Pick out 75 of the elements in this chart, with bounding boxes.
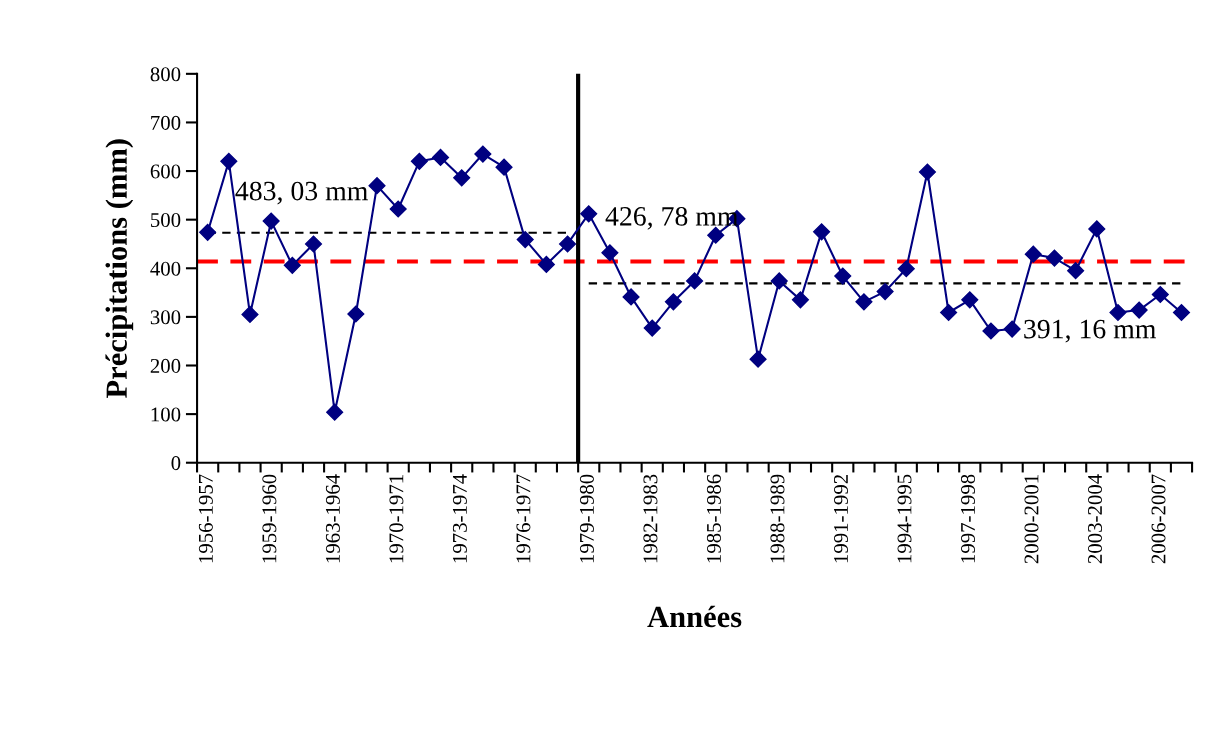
point [1109, 303, 1127, 322]
y-tick-label: 100 [151, 407, 181, 422]
point [1067, 262, 1085, 280]
y-tick-label: 500 [151, 213, 181, 228]
y-tick-label: 200 [150, 358, 181, 373]
x-tick-label: 1997-1998 [960, 474, 975, 563]
point [897, 260, 915, 278]
x-axis-title: Années [647, 605, 742, 628]
point [389, 200, 407, 218]
x-tick-label: 1991-1992 [833, 474, 848, 563]
y-tick-label: 700 [151, 115, 181, 130]
point [982, 322, 1000, 340]
y-tick-label: 800 [150, 67, 181, 82]
y-tick-label: 0 [171, 456, 181, 471]
point [220, 152, 238, 170]
x-tick-label: 1970-1971 [389, 475, 404, 563]
y-axis-title: Précipitations (mm) [105, 139, 134, 398]
x-tick-label: 1979-1980 [579, 474, 594, 563]
x-tick-label: 2003-2004 [1087, 474, 1103, 564]
point [347, 305, 365, 323]
x-tick-label: 1959-1960 [262, 474, 277, 563]
x-tick-label: 2000-2001 [1024, 475, 1039, 564]
x-tick-label: 1976-1977 [516, 474, 531, 563]
point [537, 255, 555, 273]
x-tick-label: 1956-1957 [198, 474, 213, 563]
point [770, 272, 788, 290]
point [516, 231, 534, 249]
point [749, 350, 767, 368]
point [558, 235, 577, 253]
x-tick-label: 1988-1989 [770, 474, 785, 563]
point [1172, 303, 1191, 322]
point [368, 177, 386, 195]
point [199, 223, 217, 241]
point [855, 293, 873, 311]
point [961, 291, 979, 309]
annotation: 391, 16 mm [1024, 319, 1156, 343]
point [410, 152, 428, 170]
point [1151, 285, 1169, 304]
point [791, 291, 809, 309]
point [304, 235, 323, 253]
point [622, 288, 640, 306]
x-tick-label: 1985-1986 [706, 474, 721, 563]
point [601, 244, 619, 262]
point [1130, 301, 1148, 319]
point [580, 205, 598, 223]
x-tick-label: 1973-1974 [452, 474, 467, 563]
y-tick-label: 600 [150, 164, 181, 179]
point [813, 223, 831, 241]
point [431, 148, 450, 166]
point [940, 303, 958, 322]
point [643, 319, 661, 337]
point [262, 212, 280, 230]
x-tick-label: 2006-2007 [1151, 474, 1166, 564]
x-tick-label: 1982-1983 [643, 474, 658, 563]
x-tick-label: 1994-1995 [897, 474, 912, 563]
point [1024, 245, 1042, 263]
point [918, 163, 936, 181]
point [495, 158, 513, 176]
point [664, 293, 682, 311]
point [474, 145, 492, 163]
point [1088, 220, 1106, 238]
point [241, 305, 259, 324]
y-tick-label: 300 [150, 310, 181, 325]
point [834, 267, 852, 285]
point [876, 283, 894, 301]
point [283, 256, 301, 274]
point [707, 226, 725, 244]
point [326, 403, 344, 421]
point [1045, 249, 1064, 267]
point [686, 272, 704, 290]
point [453, 169, 471, 187]
y-tick-label: 400 [150, 261, 181, 276]
annotation: 483, 03 mm [235, 181, 368, 205]
x-tick-label: 1963-1964 [325, 474, 340, 563]
point [1003, 320, 1021, 338]
